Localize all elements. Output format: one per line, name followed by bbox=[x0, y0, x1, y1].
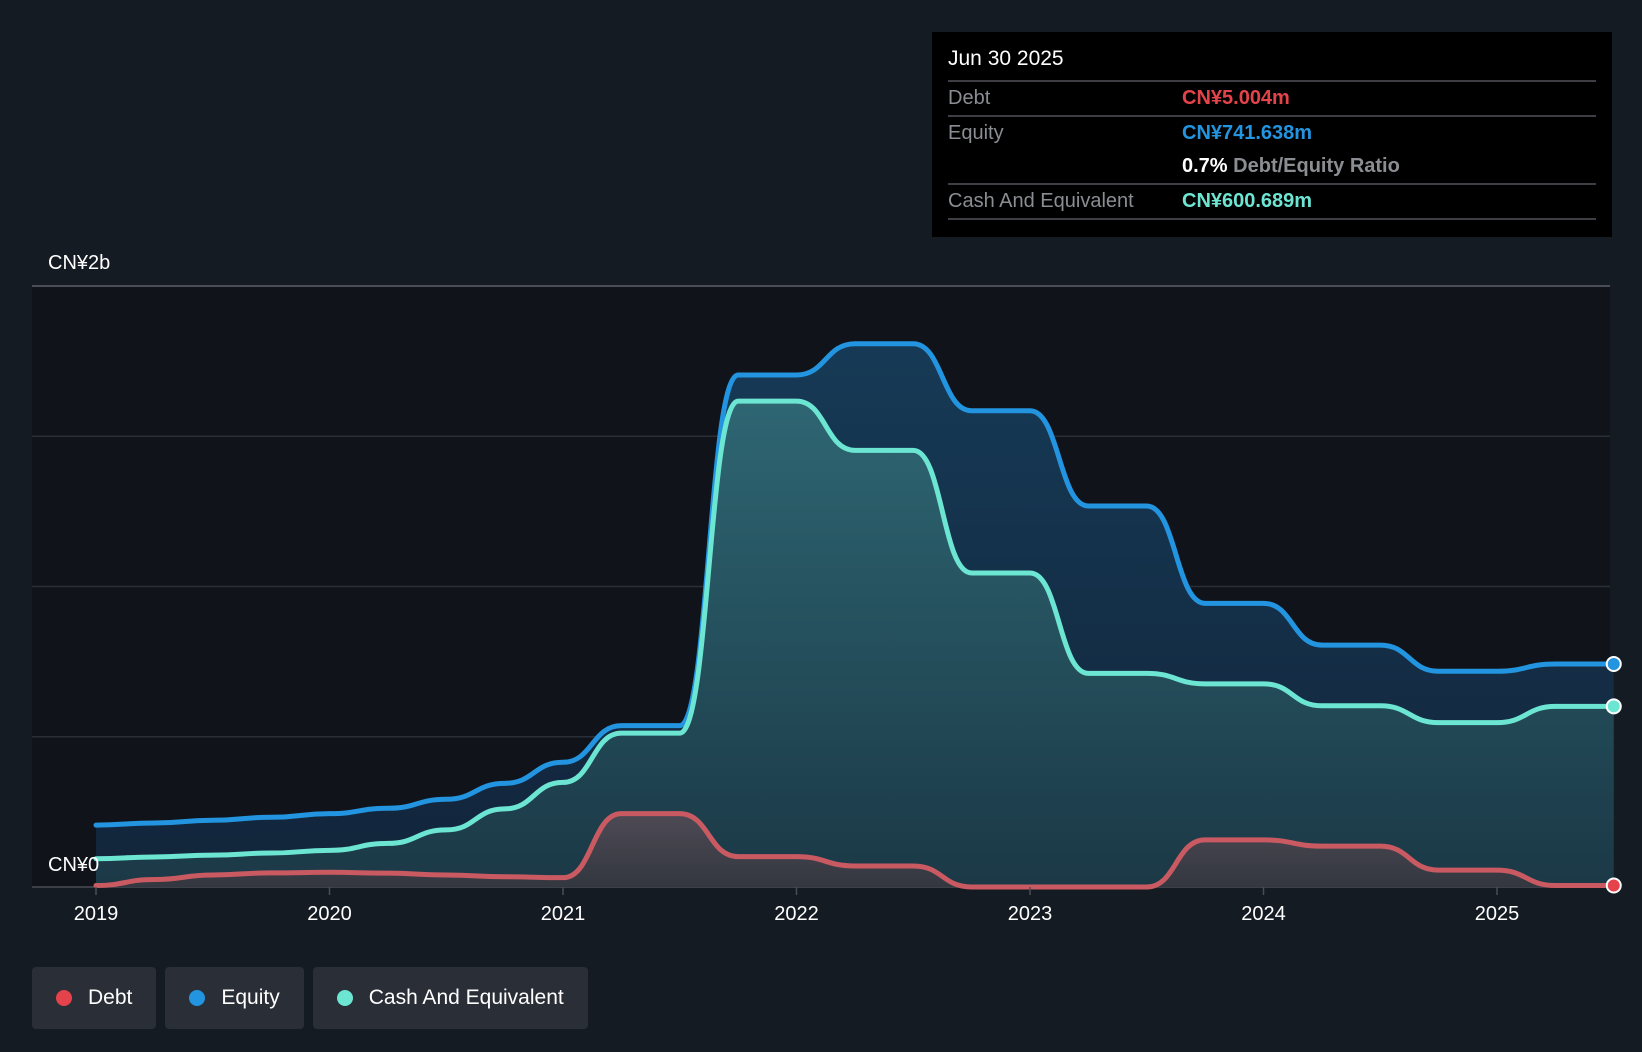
tooltip-ratio-value: 0.7% bbox=[1182, 155, 1228, 177]
series-lines bbox=[93, 341, 1617, 890]
tooltip-row-cash: Cash And Equivalent CN¥600.689m bbox=[948, 185, 1596, 220]
x-tick-label: 2020 bbox=[307, 903, 352, 925]
y-axis: CN¥2b CN¥0 bbox=[48, 252, 110, 876]
legend-debt-label: Debt bbox=[88, 986, 133, 1009]
cash-and-equivalent-area bbox=[96, 401, 1614, 887]
cash-and-equivalent-end-point[interactable] bbox=[1605, 698, 1622, 715]
tooltip-cash-value: CN¥600.689m bbox=[1182, 190, 1313, 212]
tooltip-cash-label: Cash And Equivalent bbox=[948, 190, 1134, 212]
equity-line bbox=[93, 341, 1617, 828]
cash-and-equivalent-line bbox=[93, 398, 1617, 862]
x-tick-label: 2024 bbox=[1241, 903, 1286, 925]
legend: Debt Equity Cash And Equivalent bbox=[32, 967, 588, 1029]
tooltip-row-ratio: 0.7% Debt/Equity Ratio bbox=[948, 150, 1596, 185]
tooltip-panel: Jun 30 2025 Debt CN¥5.004m Equity CN¥741… bbox=[932, 32, 1612, 237]
debt-end-point[interactable] bbox=[1605, 877, 1622, 894]
legend-equity-label: Equity bbox=[221, 986, 280, 1009]
legend-item-debt[interactable]: Debt bbox=[32, 967, 157, 1029]
end-markers bbox=[1605, 656, 1622, 894]
y-tick-label: CN¥0 bbox=[48, 854, 99, 876]
tooltip-debt-label: Debt bbox=[948, 87, 991, 109]
x-tick-label: 2021 bbox=[541, 903, 586, 925]
tooltip-equity-label: Equity bbox=[948, 122, 1004, 144]
debt-dot-icon bbox=[56, 990, 72, 1006]
tooltip-ratio-spacer bbox=[948, 150, 1182, 183]
legend-cash-label: Cash And Equivalent bbox=[368, 986, 564, 1009]
cash-dot-icon bbox=[336, 990, 353, 1006]
x-tick-label: 2025 bbox=[1475, 903, 1520, 925]
equity-dot-icon bbox=[189, 990, 206, 1006]
x-axis: 2019 2020 2021 2022 2023 2024 2025 bbox=[74, 887, 1520, 925]
tooltip-row-debt: Debt CN¥5.004m bbox=[948, 82, 1596, 117]
y-tick-label: CN¥2b bbox=[48, 252, 110, 274]
tooltip-date: Jun 30 2025 bbox=[948, 44, 1596, 82]
x-tick-label: 2023 bbox=[1008, 903, 1053, 925]
legend-item-equity[interactable]: Equity bbox=[165, 967, 304, 1029]
tooltip-debt-value: CN¥5.004m bbox=[1182, 87, 1290, 109]
tooltip-row-equity: Equity CN¥741.638m bbox=[948, 117, 1596, 150]
debt-area bbox=[96, 813, 1614, 887]
debt-line bbox=[93, 811, 1617, 890]
equity-end-point[interactable] bbox=[1605, 656, 1622, 673]
x-tick-label: 2019 bbox=[74, 903, 119, 925]
legend-item-cash[interactable]: Cash And Equivalent bbox=[312, 967, 588, 1029]
x-tick-label: 2022 bbox=[774, 903, 819, 925]
tooltip-ratio-label: Debt/Equity Ratio bbox=[1233, 155, 1400, 177]
tooltip-equity-value: CN¥741.638m bbox=[1182, 122, 1313, 144]
series-areas bbox=[96, 343, 1614, 887]
